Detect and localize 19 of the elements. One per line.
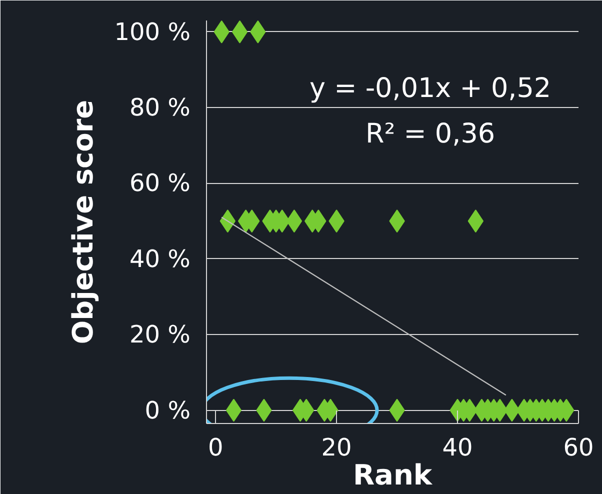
x-axis-title: Rank	[352, 458, 434, 492]
annotation: R² = 0,36	[366, 118, 496, 150]
y-tick-label: 100 %	[114, 18, 191, 46]
point	[286, 210, 302, 233]
annotation: y = -0,01x + 0,52	[310, 73, 552, 104]
y-tick-label: 40 %	[130, 244, 191, 273]
point	[468, 210, 484, 233]
x-tick-label: 0	[208, 434, 224, 462]
x-tick-label: 20	[321, 434, 352, 462]
x-tick-label: 60	[563, 434, 594, 462]
y-tick-label: 60 %	[130, 169, 191, 198]
x-tick-label: 40	[442, 434, 473, 462]
y-tick-label: 20 %	[130, 320, 191, 349]
y-tick-label: 0 %	[144, 396, 190, 424]
y-tick-label: 80 %	[130, 94, 191, 122]
point	[226, 398, 242, 422]
point	[232, 20, 248, 44]
point	[220, 210, 236, 233]
y-axis-title: Objective score	[66, 100, 100, 344]
